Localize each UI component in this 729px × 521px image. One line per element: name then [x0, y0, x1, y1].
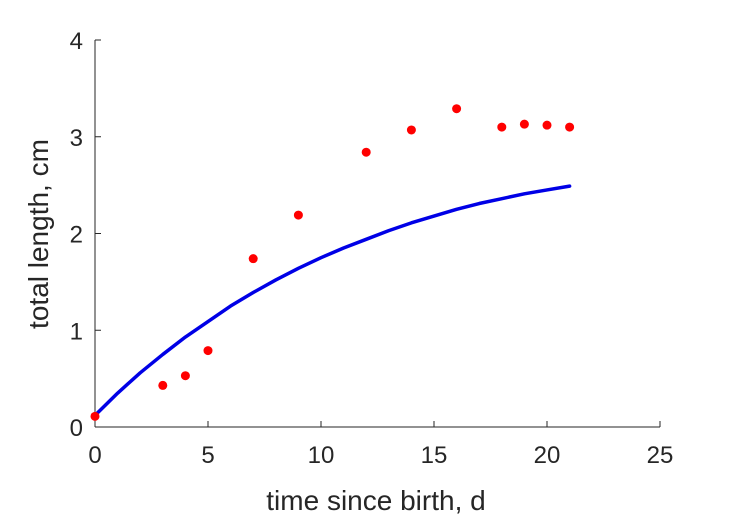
y-tick-label: 4: [70, 28, 83, 55]
x-tick-label: 0: [88, 442, 101, 469]
y-tick-label: 3: [70, 125, 83, 152]
data-point: [361, 147, 371, 157]
data-point: [203, 346, 213, 356]
data-point: [565, 122, 575, 132]
x-tick-label: 20: [534, 442, 561, 469]
x-tick-label: 5: [201, 442, 214, 469]
fitted-curve: [93, 184, 572, 418]
data-point: [90, 411, 100, 421]
y-axis-label: total length, cm: [23, 139, 54, 329]
x-tick-label: 25: [647, 442, 674, 469]
data-point: [542, 120, 552, 130]
y-tick-label: 1: [70, 318, 83, 345]
data-points-layer: [90, 104, 575, 421]
data-point: [406, 125, 416, 135]
data-point: [248, 254, 258, 264]
data-point: [497, 122, 507, 132]
axes: 0 5 10 15 20 25 0 1 2 3 4: [70, 28, 674, 469]
data-point: [158, 380, 168, 390]
y-tick-label: 2: [70, 222, 83, 249]
data-point: [293, 210, 303, 220]
x-tick-label: 15: [421, 442, 448, 469]
x-tick-label: 10: [308, 442, 335, 469]
fitted-curve-layer: [93, 184, 572, 418]
data-point: [519, 119, 529, 129]
y-tick-label: 0: [70, 415, 83, 442]
data-point: [452, 104, 462, 114]
x-axis-label: time since birth, d: [266, 485, 485, 516]
data-point: [180, 371, 190, 381]
